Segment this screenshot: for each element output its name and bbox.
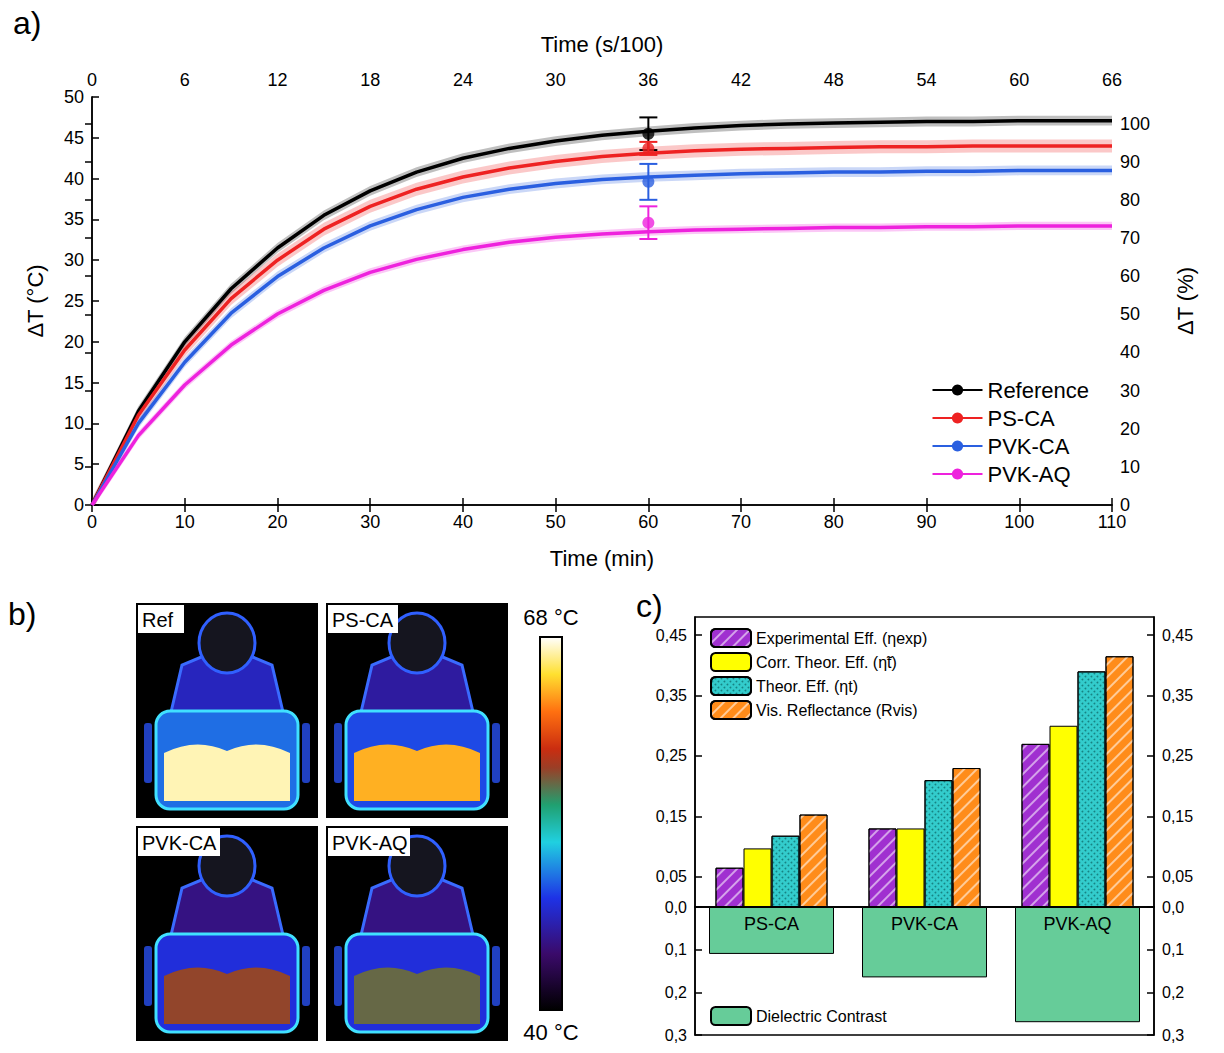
svg-text:100: 100 [1004,512,1034,532]
svg-text:0: 0 [87,512,97,532]
svg-text:0,1: 0,1 [1162,941,1184,958]
svg-text:25: 25 [64,291,84,311]
svg-text:30: 30 [546,70,566,90]
svg-text:40: 40 [1120,342,1140,362]
svg-text:5: 5 [74,454,84,474]
svg-text:30: 30 [360,512,380,532]
svg-text:PVK-AQ: PVK-AQ [1043,914,1111,934]
svg-text:100: 100 [1120,114,1150,134]
svg-text:c): c) [636,588,663,624]
svg-text:PVK-AQ: PVK-AQ [987,462,1070,487]
svg-text:0,3: 0,3 [665,1027,687,1044]
svg-text:0,45: 0,45 [1162,627,1193,644]
svg-text:42: 42 [731,70,751,90]
svg-text:0,3: 0,3 [1162,1027,1184,1044]
svg-text:PVK-CA: PVK-CA [891,914,958,934]
svg-text:PS-CA: PS-CA [987,406,1055,431]
svg-text:Vis. Reflectance (Rvis): Vis. Reflectance (Rvis) [756,702,918,719]
svg-text:Time (min): Time (min) [550,546,654,571]
svg-text:10: 10 [64,413,84,433]
svg-text:20: 20 [1120,419,1140,439]
svg-text:0,0: 0,0 [665,899,687,916]
svg-text:PS-CA: PS-CA [332,609,394,631]
svg-text:90: 90 [1120,152,1140,172]
svg-text:PS-CA: PS-CA [744,914,799,934]
svg-text:68 °C: 68 °C [523,605,578,630]
svg-text:0,15: 0,15 [656,808,687,825]
svg-text:80: 80 [1120,190,1140,210]
svg-text:0,35: 0,35 [1162,687,1193,704]
svg-text:45: 45 [64,128,84,148]
svg-text:10: 10 [1120,457,1140,477]
svg-text:90: 90 [917,512,937,532]
svg-text:40 °C: 40 °C [523,1020,578,1045]
svg-text:0,15: 0,15 [1162,808,1193,825]
svg-text:35: 35 [64,209,84,229]
svg-text:30: 30 [64,250,84,270]
svg-text:Dielectric Contrast: Dielectric Contrast [756,1008,887,1025]
svg-text:20: 20 [267,512,287,532]
svg-text:0,35: 0,35 [656,687,687,704]
svg-text:0,2: 0,2 [665,984,687,1001]
svg-text:30: 30 [1120,381,1140,401]
svg-text:ΔT (%): ΔT (%) [1173,267,1198,335]
svg-text:15: 15 [64,373,84,393]
svg-text:0,25: 0,25 [1162,747,1193,764]
svg-text:b): b) [8,596,36,632]
svg-text:0,0: 0,0 [1162,899,1184,916]
svg-text:0,05: 0,05 [656,868,687,885]
svg-text:Ref: Ref [142,609,174,631]
svg-text:ΔT (°C): ΔT (°C) [23,264,48,337]
svg-text:54: 54 [917,70,937,90]
svg-text:18: 18 [360,70,380,90]
svg-text:Experimental Eff. (ηexp): Experimental Eff. (ηexp) [756,630,927,647]
svg-text:0,45: 0,45 [656,627,687,644]
svg-text:0,05: 0,05 [1162,868,1193,885]
svg-text:Time (s/100): Time (s/100) [541,32,664,57]
svg-text:0: 0 [74,495,84,515]
svg-text:Reference: Reference [987,378,1089,403]
svg-text:10: 10 [175,512,195,532]
svg-text:80: 80 [824,512,844,532]
svg-text:48: 48 [824,70,844,90]
svg-text:50: 50 [546,512,566,532]
svg-text:6: 6 [180,70,190,90]
svg-text:PVK-CA: PVK-CA [142,832,217,854]
svg-text:0: 0 [1120,495,1130,515]
svg-text:0,2: 0,2 [1162,984,1184,1001]
svg-text:50: 50 [64,87,84,107]
svg-text:70: 70 [731,512,751,532]
svg-text:a): a) [13,5,41,41]
svg-text:0: 0 [87,70,97,90]
svg-text:40: 40 [64,169,84,189]
svg-text:60: 60 [1009,70,1029,90]
svg-text:70: 70 [1120,228,1140,248]
svg-text:PVK-AQ: PVK-AQ [332,832,408,854]
svg-text:20: 20 [64,332,84,352]
svg-text:40: 40 [453,512,473,532]
svg-text:0,25: 0,25 [656,747,687,764]
svg-text:12: 12 [267,70,287,90]
svg-text:60: 60 [638,512,658,532]
svg-text:Theor. Eff. (ηt): Theor. Eff. (ηt) [756,678,858,695]
svg-text:50: 50 [1120,304,1140,324]
svg-text:24: 24 [453,70,473,90]
svg-text:Corr. Theor. Eff. (η̃t): Corr. Theor. Eff. (η̃t) [756,654,897,671]
svg-text:60: 60 [1120,266,1140,286]
svg-text:0,1: 0,1 [665,941,687,958]
svg-text:PVK-CA: PVK-CA [987,434,1069,459]
svg-text:110: 110 [1098,512,1127,532]
svg-text:66: 66 [1102,70,1122,90]
svg-text:36: 36 [638,70,658,90]
